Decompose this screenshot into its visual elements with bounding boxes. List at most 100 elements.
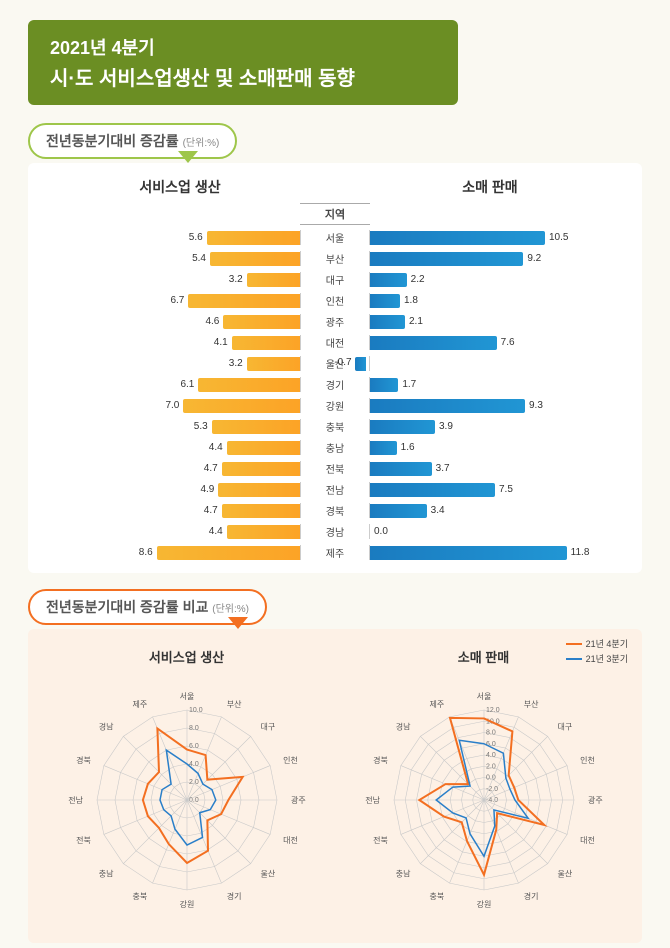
production-bar [223,315,300,329]
production-bar-cell: 6.7 [60,294,300,308]
svg-text:대구: 대구 [260,722,275,731]
svg-text:대전: 대전 [580,835,595,845]
production-value: 4.9 [200,484,214,495]
production-bar [157,546,300,560]
retail-value: 7.5 [499,484,513,495]
svg-text:광주: 광주 [588,795,603,805]
retail-bar-cell: 0.0 [370,525,610,539]
header-banner: 2021년 4분기 시·도 서비스업생산 및 소매판매 동향 [28,20,458,105]
svg-text:울산: 울산 [260,869,275,879]
production-value: 4.7 [204,463,218,474]
region-label: 충남 [300,440,370,455]
retail-bar-cell: 2.1 [370,315,610,329]
header-line2: 시·도 서비스업생산 및 소매판매 동향 [50,62,436,91]
svg-text:8.0: 8.0 [189,725,199,732]
region-label: 대전 [300,335,370,350]
section2-title-text: 전년동분기대비 증감률 비교 [46,599,208,615]
svg-text:제주: 제주 [429,700,444,709]
production-bar-cell: 5.3 [60,420,300,434]
svg-text:충남: 충남 [98,870,113,879]
retail-bar [370,336,497,350]
svg-text:2.0: 2.0 [486,763,496,770]
production-value: 5.6 [189,232,203,243]
production-bar-cell: 5.4 [60,252,300,266]
region-label: 대구 [300,272,370,287]
section2-unit: (단위:%) [212,604,249,615]
legend: 21년 4분기21년 3분기 [566,637,628,667]
col-production-header: 서비스업 생산 [60,177,300,197]
svg-text:경북: 경북 [373,755,388,765]
svg-text:대구: 대구 [557,722,572,731]
retail-value: 9.2 [527,253,541,264]
production-bar [188,294,300,308]
bar-header-row: 서비스업 생산 소매 판매 [28,177,642,197]
legend-label: 21년 3분기 [586,652,628,665]
retail-bar-cell: 7.6 [370,336,610,350]
col-retail-header: 소매 판매 [370,177,610,197]
production-bar-cell: 8.6 [60,546,300,560]
svg-text:인천: 인천 [580,755,595,765]
retail-bar [370,546,567,560]
retail-value: 1.7 [402,379,416,390]
retail-bar-cell: 9.2 [370,252,610,266]
bar-chart-panel: 서비스업 생산 소매 판매 지역 5.6서울10.55.4부산9.23.2대구2… [28,163,642,573]
svg-text:서울: 서울 [476,692,491,701]
production-value: 8.6 [139,547,153,558]
retail-bar-cell: 3.7 [370,462,610,476]
retail-value: 11.8 [571,547,590,558]
retail-bar-cell: 1.6 [370,441,610,455]
bar-row: 5.4부산9.2 [28,248,642,269]
production-value: 5.4 [192,253,206,264]
retail-bar [370,252,523,266]
retail-bar-cell: 7.5 [370,483,610,497]
svg-text:부산: 부산 [523,699,538,709]
production-bar [210,252,300,266]
retail-bar [370,441,397,455]
production-bar [227,441,300,455]
production-value: 7.0 [165,400,179,411]
production-bar-cell: 4.7 [60,504,300,518]
svg-text:전남: 전남 [68,795,83,805]
retail-bar-cell: 1.8 [370,294,610,308]
radar-title: 서비스업 생산 [42,647,332,666]
region-label: 전남 [300,482,370,497]
svg-text:강원: 강원 [179,899,194,909]
production-value: 4.4 [209,526,223,537]
radar-series [419,718,544,875]
retail-bar [370,378,398,392]
svg-text:광주: 광주 [291,795,306,805]
svg-text:경기: 경기 [226,891,241,901]
bar-row: 3.2 대구2.2 [28,269,642,290]
retail-bar [370,294,400,308]
production-bar [227,525,300,539]
production-value: 5.3 [194,421,208,432]
retail-value: 3.9 [439,421,453,432]
svg-text:-4.0: -4.0 [486,797,498,804]
legend-swatch [566,643,582,645]
production-value: 3.2 [229,274,243,285]
production-bar-cell: 3.2 [60,357,300,371]
production-bar-cell: 4.4 [60,525,300,539]
production-bar-cell: 4.9 [60,483,300,497]
production-bar [247,357,300,371]
page: 2021년 4분기 시·도 서비스업생산 및 소매판매 동향 전년동분기대비 증… [0,0,670,948]
retail-bar-cell: 2.2 [370,273,610,287]
production-bar [222,504,300,518]
region-label: 경기 [300,377,370,392]
bar-rows-container: 5.6서울10.55.4부산9.23.2대구2.26.7인천1.84.6광주2.… [28,227,642,563]
production-bar-cell: 6.1 [60,378,300,392]
svg-text:10.0: 10.0 [189,707,203,714]
production-value: 6.1 [180,379,194,390]
production-bar-cell: 7.0 [60,399,300,413]
bar-row: 3.2울산-0.7 [28,353,642,374]
speech-tail-icon [228,617,248,629]
radar-panel: 21년 4분기21년 3분기 서비스업 생산0.02.04.06.08.010.… [28,629,642,943]
production-bar [183,399,300,413]
radar-cell: 소매 판매-4.0-2.00.02.04.06.08.010.012.0서울부산… [339,647,629,933]
bar-row: 4.7전북3.7 [28,458,642,479]
production-bar-cell: 4.1 [60,336,300,350]
production-bar-cell: 4.4 [60,441,300,455]
radar-row: 서비스업 생산0.02.04.06.08.010.0서울부산대구인천광주대전울산… [38,647,632,933]
production-bar-cell: 4.6 [60,315,300,329]
retail-bar [370,483,495,497]
